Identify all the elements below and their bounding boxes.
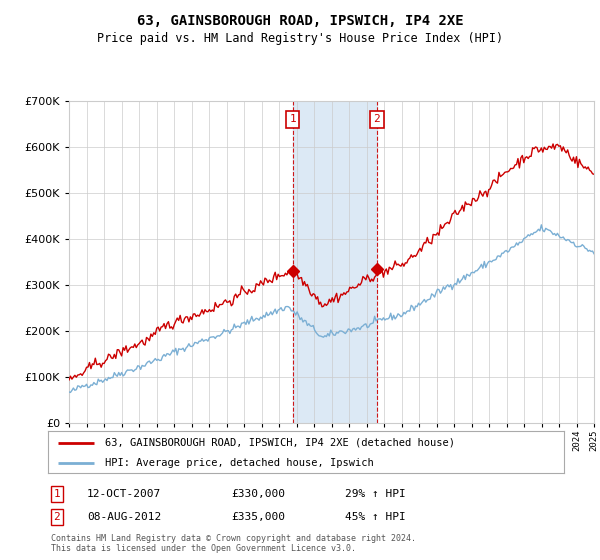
Text: Price paid vs. HM Land Registry's House Price Index (HPI): Price paid vs. HM Land Registry's House … [97,32,503,45]
Text: 45% ↑ HPI: 45% ↑ HPI [345,512,406,522]
Text: 1: 1 [53,489,61,499]
Text: 2: 2 [53,512,61,522]
Text: 63, GAINSBOROUGH ROAD, IPSWICH, IP4 2XE (detached house): 63, GAINSBOROUGH ROAD, IPSWICH, IP4 2XE … [105,438,455,448]
Text: 1: 1 [289,114,296,124]
Text: 2: 2 [374,114,380,124]
Text: 63, GAINSBOROUGH ROAD, IPSWICH, IP4 2XE: 63, GAINSBOROUGH ROAD, IPSWICH, IP4 2XE [137,14,463,28]
Text: Contains HM Land Registry data © Crown copyright and database right 2024.
This d: Contains HM Land Registry data © Crown c… [51,534,416,553]
Text: £335,000: £335,000 [231,512,285,522]
Text: HPI: Average price, detached house, Ipswich: HPI: Average price, detached house, Ipsw… [105,458,374,468]
Text: 29% ↑ HPI: 29% ↑ HPI [345,489,406,499]
Text: 08-AUG-2012: 08-AUG-2012 [87,512,161,522]
Bar [293,101,377,423]
Text: 12-OCT-2007: 12-OCT-2007 [87,489,161,499]
Text: £330,000: £330,000 [231,489,285,499]
